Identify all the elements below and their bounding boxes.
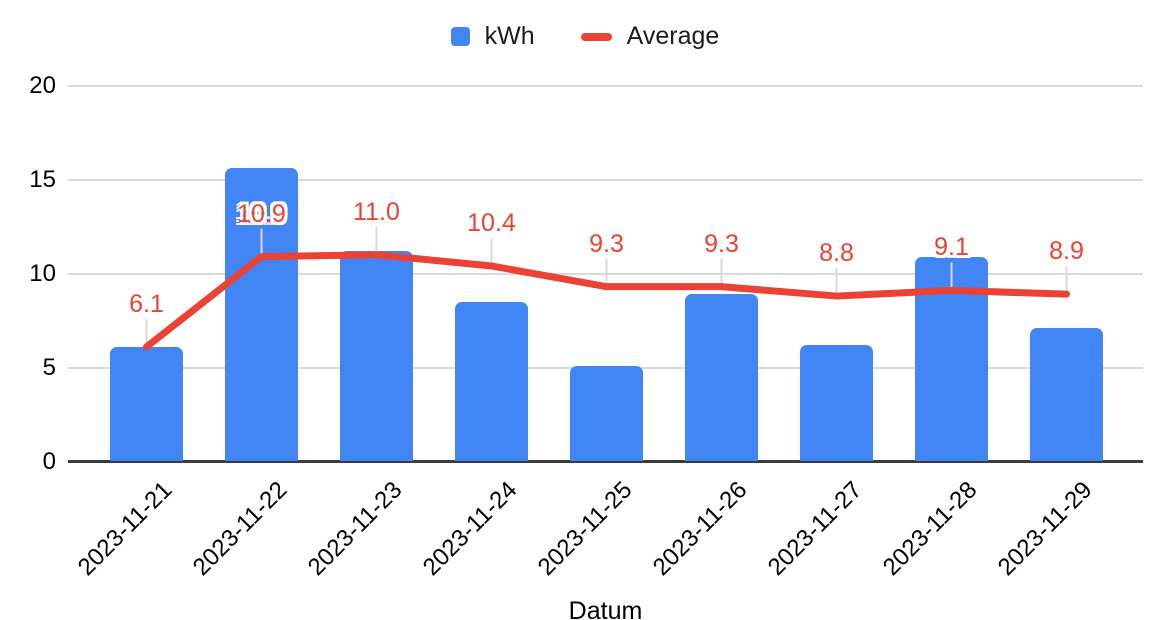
gridline	[68, 84, 1143, 87]
average-data-label-2023-11-23: 11.0	[353, 197, 400, 226]
x-axis-title: Datum	[568, 597, 643, 620]
average-data-label-2023-11-27: 8.8	[819, 239, 854, 268]
average-data-label-2023-11-28: 9.1	[934, 233, 969, 262]
average-data-label-2023-11-29: 8.9	[1049, 237, 1084, 266]
y-tick-label: 5	[42, 353, 56, 381]
bar-2023-11-23	[340, 250, 413, 462]
bar-2023-11-29	[1030, 328, 1103, 462]
average-data-label-2023-11-21: 6.1	[129, 289, 164, 318]
gridline	[68, 178, 1143, 181]
y-tick-label: 15	[29, 165, 56, 193]
chart-legend: kWh Average	[0, 22, 1170, 51]
legend-item-kwh: kWh	[450, 22, 535, 51]
average-data-label-2023-11-22: 10.9	[237, 199, 286, 228]
legend-label-kwh: kWh	[484, 22, 535, 50]
legend-label-average: Average	[626, 22, 720, 50]
bar-2023-11-28	[915, 256, 988, 462]
legend-item-average: Average	[580, 22, 720, 51]
y-tick-label: 0	[42, 447, 56, 475]
average-data-label-2023-11-25: 9.3	[589, 229, 624, 258]
bar-2023-11-21	[110, 346, 183, 462]
kwh-series-swatch-icon	[450, 27, 470, 46]
average-series-swatch-icon	[580, 32, 612, 41]
average-data-label-2023-11-26: 9.3	[704, 229, 739, 258]
x-axis-baseline	[68, 460, 1143, 463]
y-tick-label: 10	[29, 259, 56, 287]
average-data-label-2023-11-24: 10.4	[467, 208, 516, 237]
bar-2023-11-24	[455, 301, 528, 462]
bar-2023-11-25	[570, 365, 643, 462]
bar-2023-11-27	[800, 344, 873, 462]
bar-2023-11-26	[685, 294, 758, 462]
y-tick-label: 20	[29, 71, 56, 99]
